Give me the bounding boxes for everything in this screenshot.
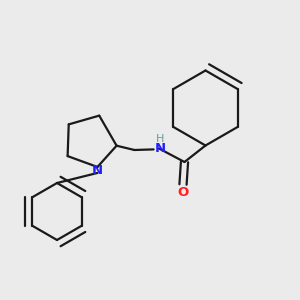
Text: N: N <box>155 142 166 155</box>
Text: N: N <box>92 164 103 177</box>
Text: H: H <box>156 134 165 144</box>
Text: O: O <box>177 186 189 200</box>
